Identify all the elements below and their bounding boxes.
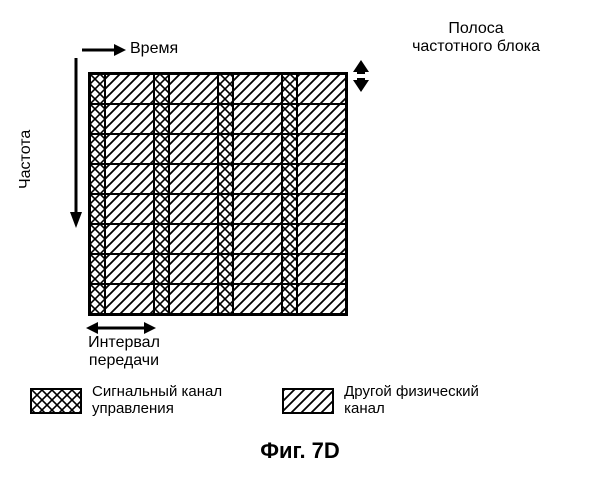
legend-other-label: Другой физическийканал — [344, 384, 479, 417]
legend-control-label: Сигнальный каналуправления — [92, 384, 222, 417]
y-axis-label: Частота — [17, 130, 35, 189]
y-axis-arrow — [68, 50, 84, 230]
block-band-label: Полосачастотного блока — [412, 20, 540, 56]
block-band-arrow — [351, 60, 375, 96]
interval-label: Интервалпередачи — [74, 334, 174, 370]
resource-grid — [88, 72, 348, 316]
x-axis-arrow — [78, 42, 126, 58]
legend-other-swatch — [282, 388, 334, 414]
legend: Сигнальный каналуправления Другой физиче… — [30, 384, 479, 417]
legend-control-swatch — [30, 388, 82, 414]
legend-control: Сигнальный каналуправления — [30, 384, 222, 417]
x-axis-label: Время — [130, 40, 178, 58]
legend-other: Другой физическийканал — [282, 384, 479, 417]
figure-caption: Фиг. 7D — [20, 438, 580, 464]
